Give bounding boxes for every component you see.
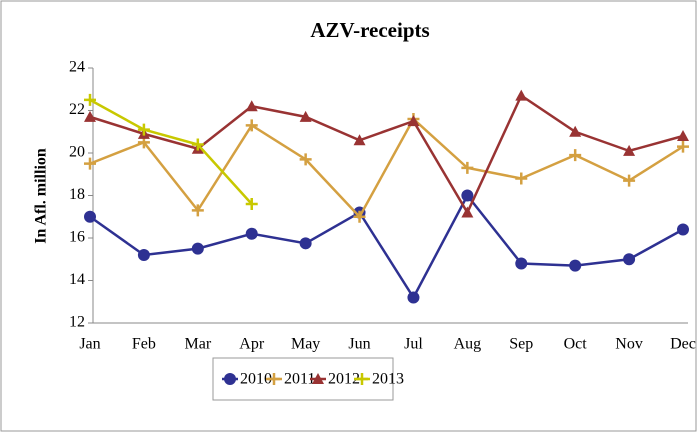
legend-marker bbox=[312, 373, 324, 384]
legend-box bbox=[212, 357, 394, 401]
x-tick-label: Jun bbox=[348, 336, 370, 353]
data-point bbox=[461, 161, 474, 174]
data-point bbox=[299, 237, 312, 250]
y-tick-label: 18 bbox=[69, 186, 85, 203]
data-point bbox=[623, 174, 636, 187]
x-tick-label: Jul bbox=[404, 336, 423, 353]
legend-marker bbox=[224, 373, 236, 385]
data-point bbox=[353, 134, 366, 146]
data-point bbox=[515, 257, 528, 270]
data-point bbox=[515, 172, 528, 185]
data-point bbox=[299, 153, 312, 166]
series-line bbox=[89, 93, 684, 216]
data-point bbox=[245, 119, 258, 132]
data-point bbox=[245, 198, 258, 210]
y-tick-label: 14 bbox=[69, 271, 85, 288]
x-tick-label: Apr bbox=[239, 336, 265, 353]
chart-title: AZV-receipts bbox=[310, 18, 429, 42]
data-point bbox=[569, 125, 582, 137]
x-tick-label: Sep bbox=[509, 336, 533, 353]
data-point bbox=[191, 138, 204, 151]
legend-marker bbox=[356, 373, 368, 385]
legend-marker bbox=[268, 373, 280, 385]
data-point bbox=[353, 210, 366, 223]
x-tick-label: Feb bbox=[132, 336, 156, 353]
x-tick-label: Nov bbox=[615, 336, 643, 353]
x-tick-label: Oct bbox=[564, 336, 588, 353]
series-line bbox=[89, 117, 684, 219]
data-point bbox=[191, 204, 204, 217]
x-tick-label: Jan bbox=[79, 336, 100, 353]
data-point bbox=[677, 130, 689, 141]
data-point bbox=[137, 249, 150, 261]
data-point bbox=[623, 144, 636, 156]
data-point bbox=[191, 242, 204, 255]
data-point bbox=[569, 259, 582, 272]
data-point bbox=[461, 206, 474, 218]
data-point bbox=[299, 110, 312, 122]
x-tick-label: Aug bbox=[454, 336, 482, 353]
data-point bbox=[515, 89, 528, 101]
series-line bbox=[89, 193, 684, 300]
series-line bbox=[89, 98, 253, 205]
x-tick-label: Mar bbox=[184, 336, 211, 353]
data-point bbox=[623, 253, 636, 266]
y-tick-label: 24 bbox=[69, 59, 85, 76]
legend-label: 2010 bbox=[240, 371, 272, 388]
data-point bbox=[245, 227, 258, 240]
data-point bbox=[84, 157, 96, 170]
y-tick-label: 16 bbox=[69, 229, 85, 246]
data-point bbox=[677, 223, 689, 236]
data-point bbox=[84, 210, 96, 223]
x-tick-label: May bbox=[291, 336, 320, 353]
y-tick-label: 20 bbox=[69, 144, 85, 161]
data-point bbox=[407, 115, 420, 127]
data-point bbox=[84, 93, 96, 106]
data-point bbox=[407, 291, 420, 304]
y-tick-label: 12 bbox=[69, 314, 85, 331]
data-point bbox=[569, 149, 582, 162]
legend-label: 2012 bbox=[328, 371, 360, 388]
data-point bbox=[137, 123, 150, 136]
y-axis-label: In Afl. million bbox=[33, 148, 50, 244]
legend-label: 2013 bbox=[372, 371, 404, 388]
y-tick-label: 22 bbox=[69, 101, 85, 118]
x-tick-label: Dec bbox=[670, 336, 696, 353]
data-point bbox=[677, 140, 689, 153]
legend-label: 2011 bbox=[284, 371, 315, 388]
data-point bbox=[84, 110, 96, 122]
data-point bbox=[461, 189, 474, 202]
data-point bbox=[245, 100, 258, 112]
